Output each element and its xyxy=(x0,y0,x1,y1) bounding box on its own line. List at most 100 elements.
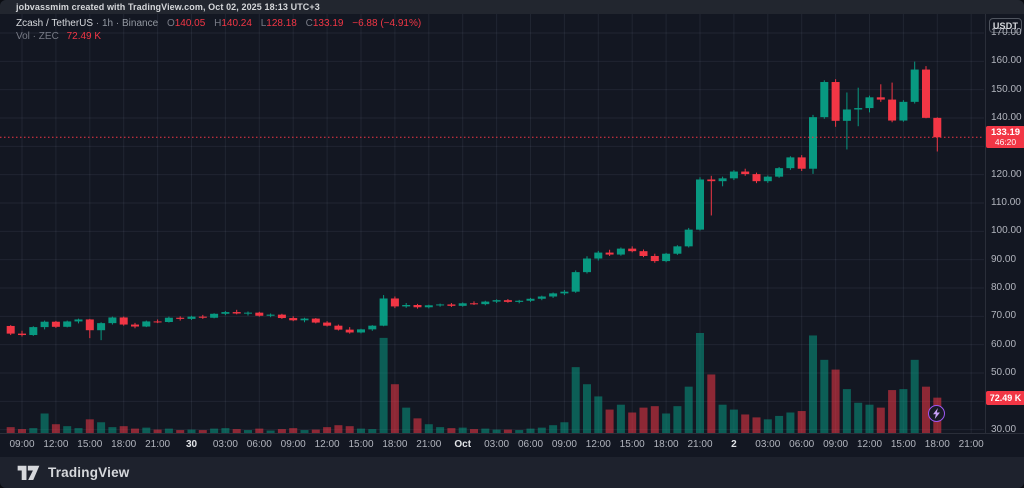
volume-bar xyxy=(74,428,83,433)
interval-label[interactable]: 1h xyxy=(101,18,114,29)
volume-bar xyxy=(6,427,15,433)
volume-bar xyxy=(334,425,343,433)
volume-label: Vol · ZEC xyxy=(16,31,59,42)
exchange-label[interactable]: Binance xyxy=(122,18,159,29)
volume-value: 72.49 K xyxy=(66,31,102,42)
volume-bar xyxy=(142,427,151,433)
candle-body xyxy=(436,304,445,306)
volume-bar xyxy=(662,413,671,433)
candle-body xyxy=(741,171,750,175)
volume-bar xyxy=(696,333,704,433)
candle-body xyxy=(718,178,727,182)
volume-bar xyxy=(809,335,817,433)
symbol-title[interactable]: Zcash / TetherUS xyxy=(16,18,94,29)
time-axis-label: 12:00 xyxy=(43,439,69,450)
time-axis-label: 12:00 xyxy=(856,439,883,450)
candle-body xyxy=(775,168,784,177)
currency-toggle-button[interactable]: USDT xyxy=(989,18,1022,33)
volume-bar xyxy=(481,428,490,433)
time-axis[interactable]: 09:00 12:00 15:00 18:00 21:00 30 03:00 06:00 09:… xyxy=(0,433,1024,457)
time-axis-label: 06:00 xyxy=(246,439,272,450)
time-axis-label: 18:00 xyxy=(111,439,137,450)
candle-body xyxy=(323,322,332,326)
candle-body xyxy=(628,248,637,252)
time-axis-label: 09:00 xyxy=(823,439,849,450)
candle-body xyxy=(492,300,501,302)
change-value: −6.88 (−4.91%) xyxy=(352,18,422,29)
candle-body xyxy=(560,291,569,294)
tradingview-logo[interactable]: TradingView xyxy=(16,463,129,482)
volume-bar xyxy=(729,409,738,433)
candle-body xyxy=(40,321,49,328)
volume-bar xyxy=(153,429,162,433)
candle-body xyxy=(616,248,625,255)
flash-event-marker[interactable] xyxy=(928,405,945,422)
legend-sep-1: · xyxy=(95,18,100,29)
volume-bar xyxy=(40,413,49,433)
candle-body xyxy=(266,314,275,316)
volume-bar xyxy=(413,418,422,433)
candle-body xyxy=(131,324,139,327)
chart-pane[interactable]: Zcash / TetherUS · 1h · Binance O140.05 … xyxy=(0,14,984,433)
candle-body xyxy=(85,319,94,331)
candle-body xyxy=(210,313,219,318)
candle-body xyxy=(583,258,591,273)
candle-body xyxy=(379,298,388,326)
candle-body xyxy=(164,317,173,322)
candle-body xyxy=(888,99,897,121)
time-axis-label: 18:00 xyxy=(924,439,950,450)
volume-bar xyxy=(176,430,185,433)
candle-body xyxy=(334,325,343,330)
price-axis[interactable]: USDT 170.00160.00150.00140.00130.00120.0… xyxy=(985,14,1024,434)
time-axis-label: 15:00 xyxy=(77,439,103,450)
price-axis-label: 160.00 xyxy=(991,55,1022,67)
volume-bar xyxy=(368,429,377,433)
candle-body xyxy=(752,174,761,182)
time-axis-label: 09:00 xyxy=(280,439,306,450)
price-axis-label: 90.00 xyxy=(991,253,1017,265)
candle-body xyxy=(729,171,738,179)
volume-bar xyxy=(458,427,467,433)
volume-bar xyxy=(639,407,648,433)
legend-symbol-row: Zcash / TetherUS · 1h · Binance O140.05 … xyxy=(16,17,421,30)
volume-bar xyxy=(650,406,659,433)
candle-body xyxy=(187,316,196,319)
volume-bar xyxy=(865,404,874,433)
time-axis-label: 18:00 xyxy=(382,439,408,450)
volume-bar xyxy=(775,415,784,433)
volume-bar xyxy=(549,425,558,433)
candle-body xyxy=(447,304,456,306)
candle-body xyxy=(277,314,286,319)
candle-body xyxy=(6,325,15,334)
volume-bar xyxy=(820,359,829,433)
volume-bar xyxy=(797,411,806,433)
candle-body xyxy=(537,296,546,299)
open-value: 140.05 xyxy=(174,18,206,29)
current-price-badge: 133.19 46:20 xyxy=(986,126,1024,149)
volume-bar xyxy=(707,374,716,433)
volume-bar xyxy=(436,427,445,433)
volume-bar xyxy=(311,429,320,433)
volume-bar xyxy=(492,429,501,433)
candle-body xyxy=(922,69,930,118)
volume-bar xyxy=(357,428,365,433)
candle-body xyxy=(357,329,365,333)
volume-bar xyxy=(289,428,298,433)
candle-body xyxy=(255,312,264,316)
time-axis-label: 21:00 xyxy=(145,439,171,450)
volume-bar xyxy=(503,429,512,433)
chart-canvas[interactable] xyxy=(0,14,984,433)
candle-body xyxy=(402,304,411,307)
time-axis-label: 06:00 xyxy=(789,439,815,450)
candle-body xyxy=(650,255,659,262)
candle-body xyxy=(51,321,60,327)
volume-bar xyxy=(628,412,637,433)
volume-bar xyxy=(854,402,863,433)
candle-body xyxy=(481,301,490,305)
volume-bar xyxy=(752,417,761,433)
volume-bar xyxy=(164,428,173,433)
volume-bar xyxy=(763,419,772,433)
candle-body xyxy=(594,252,603,259)
volume-bar xyxy=(470,429,478,433)
candle-body xyxy=(311,318,320,323)
